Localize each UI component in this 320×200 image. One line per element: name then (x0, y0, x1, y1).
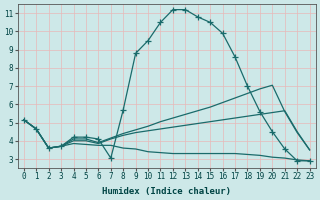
X-axis label: Humidex (Indice chaleur): Humidex (Indice chaleur) (102, 187, 231, 196)
